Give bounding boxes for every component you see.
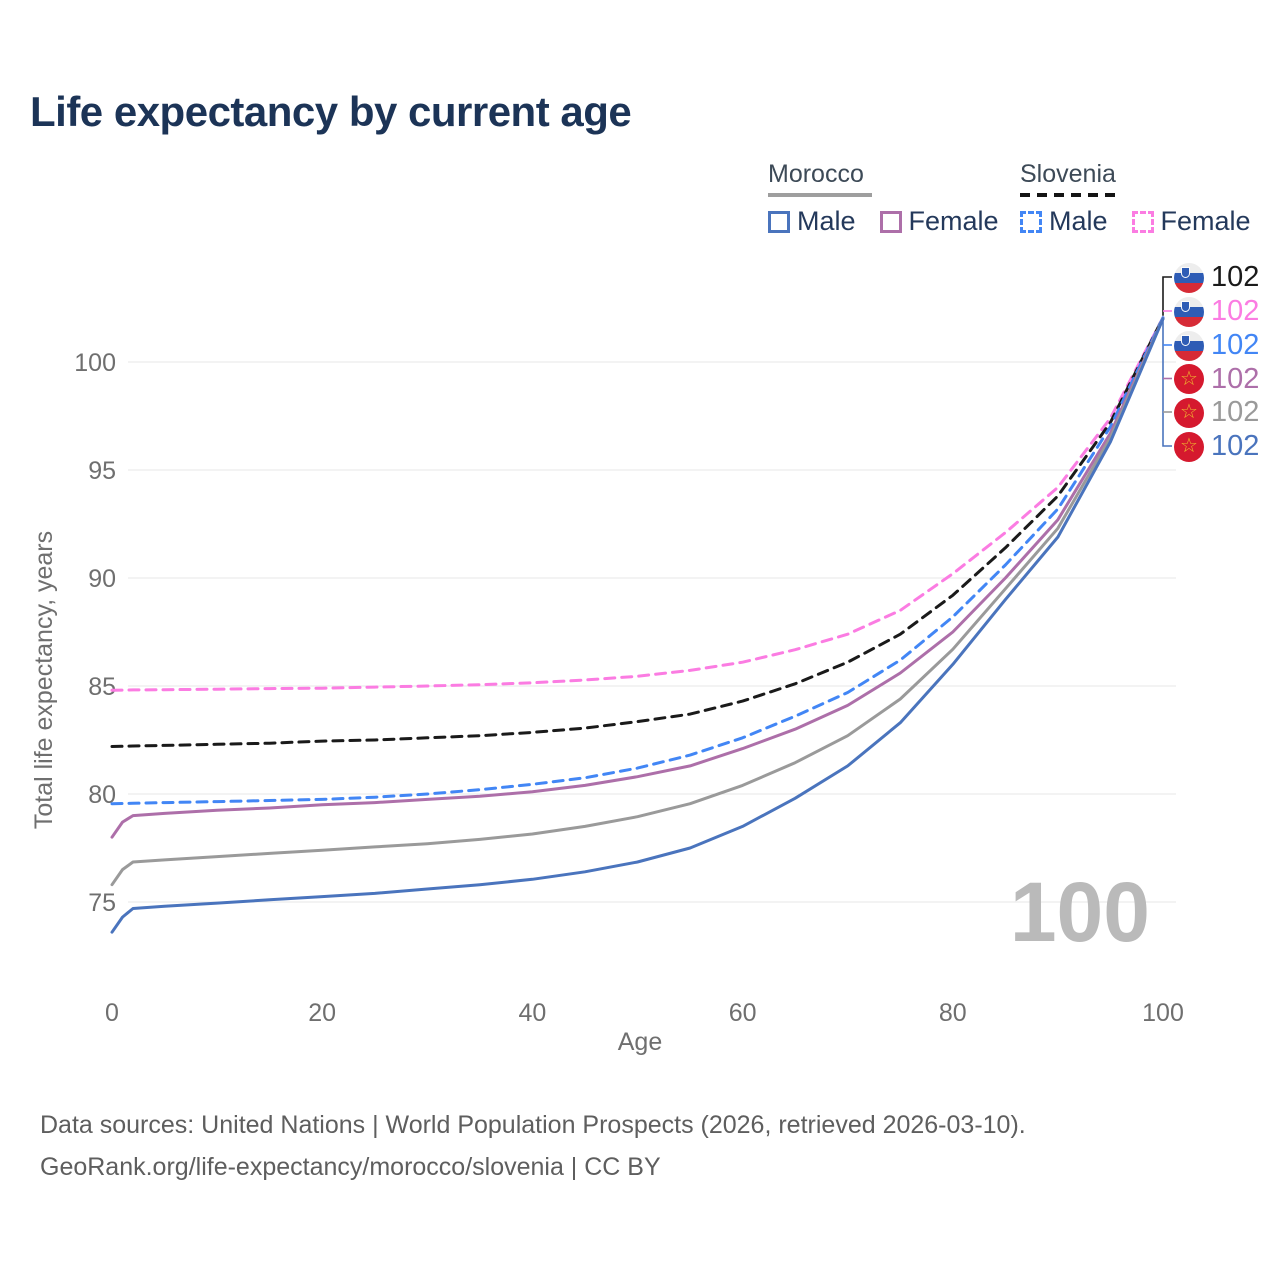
- end-label-slovenia-male: 102: [1174, 329, 1259, 362]
- leader-line: [1162, 276, 1172, 316]
- y-tick-label: 90: [88, 565, 116, 593]
- end-value-label: 102: [1211, 430, 1260, 462]
- morocco-solid-line-swatch: [768, 193, 872, 197]
- end-label-slovenia-both-sexes: 102: [1174, 261, 1259, 294]
- series-line-slovenia-male: [110, 316, 1165, 806]
- checkbox-icon: [1131, 210, 1154, 233]
- age-counter-watermark: 100: [1009, 865, 1150, 959]
- end-value-label: 102: [1211, 295, 1260, 327]
- legend-item-slovenia-male[interactable]: Male: [1020, 206, 1108, 237]
- legend-item-label: Male: [797, 206, 856, 236]
- x-tick-label: 100: [1142, 999, 1184, 1027]
- legend-country-label-slovenia: Slovenia: [1020, 160, 1116, 188]
- source-note: Data sources: United Nations | World Pop…: [40, 1104, 1026, 1188]
- series-line-morocco-male: [110, 317, 1165, 934]
- slovenia-dashed-line-swatch: [1020, 193, 1118, 197]
- checkbox-icon: [879, 210, 902, 233]
- legend-item-label: Female: [1160, 206, 1251, 236]
- legend-group-morocco: Morocco Male Female: [768, 160, 999, 237]
- legend-item-label: Male: [1049, 206, 1108, 236]
- x-tick-label: 40: [518, 999, 546, 1027]
- end-value-label: 102: [1211, 261, 1260, 293]
- attribution-line: GeoRank.org/life-expectancy/morocco/slov…: [40, 1153, 661, 1181]
- star-icon: ☆: [1180, 401, 1198, 423]
- end-label-morocco-female: ☆ 102: [1174, 363, 1259, 396]
- legend-item-morocco-male[interactable]: Male: [768, 206, 856, 237]
- series-line-slovenia-both-sexes: [110, 316, 1165, 748]
- legend-item-morocco-female[interactable]: Female: [879, 206, 999, 237]
- coat-of-arms-icon: [1181, 300, 1190, 312]
- end-label-morocco-both-sexes: ☆ 102: [1174, 396, 1259, 429]
- slovenia-flag-icon: [1174, 330, 1204, 361]
- star-icon: ☆: [1180, 367, 1198, 390]
- coat-of-arms-icon: [1181, 334, 1190, 346]
- data-sources-line: Data sources: United Nations | World Pop…: [40, 1111, 1026, 1139]
- slovenia-flag-icon: [1174, 296, 1204, 327]
- x-tick-label: 60: [729, 999, 757, 1027]
- end-value-label: 102: [1211, 329, 1260, 361]
- x-tick-label: 80: [939, 999, 967, 1027]
- end-label-slovenia-female: 102: [1174, 295, 1259, 328]
- checkbox-icon: [768, 210, 790, 233]
- coat-of-arms-icon: [1181, 266, 1190, 278]
- end-value-label: 102: [1211, 396, 1260, 428]
- page-title: Life expectancy by current age: [30, 88, 632, 135]
- series-line-morocco-female: [110, 317, 1165, 839]
- end-value-label: 102: [1211, 362, 1260, 395]
- checkbox-icon: [1020, 210, 1042, 233]
- morocco-flag-icon: ☆: [1174, 397, 1204, 428]
- x-tick-label: 20: [308, 999, 336, 1027]
- legend-country-label-morocco: Morocco: [768, 160, 864, 188]
- series-line-morocco-both-sexes: [110, 317, 1165, 887]
- legend-item-label: Female: [908, 206, 999, 236]
- slovenia-flag-icon: [1174, 262, 1204, 293]
- y-axis-title: Total life expectancy, years: [30, 530, 58, 830]
- x-axis-title: Age: [617, 1028, 663, 1056]
- end-label-morocco-male: ☆ 102: [1174, 430, 1259, 463]
- leader-line: [1162, 319, 1172, 447]
- series-line-slovenia-female: [110, 316, 1165, 692]
- morocco-flag-icon: ☆: [1174, 431, 1204, 462]
- y-tick-label: 80: [88, 781, 116, 809]
- y-tick-label: 95: [88, 457, 116, 485]
- y-tick-label: 75: [88, 889, 116, 917]
- y-tick-label: 100: [74, 349, 116, 377]
- star-icon: ☆: [1180, 435, 1198, 457]
- legend-group-slovenia: Slovenia Male Female: [1020, 160, 1251, 237]
- y-tick-label: 85: [88, 673, 116, 701]
- morocco-flag-icon: ☆: [1174, 364, 1204, 394]
- x-tick-label: 0: [105, 999, 119, 1027]
- legend-item-slovenia-female[interactable]: Female: [1131, 206, 1251, 237]
